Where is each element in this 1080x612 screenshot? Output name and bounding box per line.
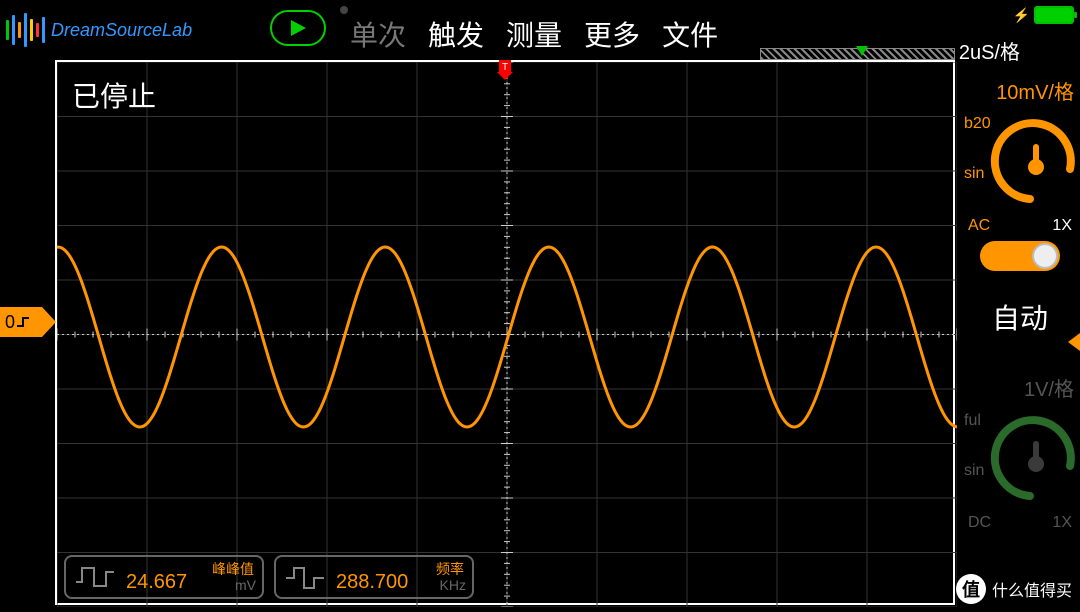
- top-menu: 单次触发测量更多文件: [350, 14, 718, 54]
- top-bar: DreamSourceLab 单次触发测量更多文件 ⚡ 2uS/格: [0, 0, 1080, 60]
- logo-bars: [6, 13, 45, 47]
- watermark-text: 什么值得买: [992, 577, 1072, 601]
- channel-toggle[interactable]: [980, 241, 1060, 271]
- status-dot-icon: [340, 6, 348, 14]
- meas-unit: KHz: [440, 577, 466, 593]
- meas-unit: mV: [235, 577, 256, 593]
- ch2-wave-label: sin: [964, 456, 984, 486]
- toggle-thumb: [1032, 243, 1058, 269]
- brand-name: DreamSourceLab: [51, 20, 192, 41]
- menu-item-2[interactable]: 测量: [506, 14, 562, 54]
- menu-item-3[interactable]: 更多: [584, 14, 640, 54]
- timebase-label: 2uS/格: [959, 36, 1020, 65]
- watermark-badge: 值: [956, 574, 986, 604]
- edge-icon: [15, 314, 37, 330]
- waveform-canvas: [57, 62, 957, 607]
- ch2-section: 1V/格 ful sin DC 1X: [960, 373, 1080, 532]
- run-status-label: 已停止: [72, 75, 156, 115]
- meas-title: 峰峰值: [212, 559, 254, 579]
- ch1-coupling-row[interactable]: AC 1X: [960, 217, 1080, 235]
- freq-icon: [282, 562, 326, 592]
- ch2-volt-per-div[interactable]: 1V/格: [960, 373, 1080, 402]
- ch2-coupling: DC: [968, 514, 991, 532]
- meas-title: 频率: [436, 559, 464, 579]
- vpp-icon: [72, 562, 116, 592]
- brand-logo: DreamSourceLab: [6, 13, 192, 47]
- measurement-bar: 峰峰值 24.667 mV 频率 288.700 KHz: [64, 555, 474, 599]
- battery-status: ⚡: [1013, 6, 1074, 24]
- measurement-box-0[interactable]: 峰峰值 24.667 mV: [64, 555, 264, 599]
- auto-button[interactable]: 自动: [960, 297, 1080, 337]
- meas-value: 24.667: [126, 571, 187, 594]
- run-stop-button[interactable]: [270, 10, 326, 46]
- trigger-level-marker[interactable]: [1066, 330, 1080, 354]
- chevron-right-icon: [42, 307, 58, 337]
- menu-item-1[interactable]: 触发: [428, 14, 484, 54]
- measurement-box-1[interactable]: 频率 288.700 KHz: [274, 555, 474, 599]
- meas-value: 288.700: [336, 571, 408, 594]
- ch1-coupling: AC: [968, 217, 990, 235]
- menu-item-4[interactable]: 文件: [662, 14, 718, 54]
- ch1-wave-label: sin: [964, 159, 991, 189]
- right-panel: 10mV/格 b20 sin AC 1X 自动 1V/格 ful sin: [960, 62, 1080, 610]
- power-plug-icon: ⚡: [1013, 7, 1030, 24]
- ch2-multiplier: 1X: [1052, 514, 1072, 532]
- ch2-knob[interactable]: ful sin: [960, 406, 1080, 506]
- battery-icon: [1034, 6, 1074, 24]
- ch1-bw-label: b20: [964, 109, 991, 139]
- oscilloscope-display[interactable]: [55, 60, 955, 605]
- trigger-label: T: [502, 62, 508, 73]
- menu-item-0[interactable]: 单次: [350, 14, 406, 54]
- play-icon: [288, 18, 308, 38]
- channel-zero-marker[interactable]: 0: [0, 307, 58, 337]
- watermark: 值 什么值得买: [956, 574, 1072, 604]
- ch1-multiplier: 1X: [1052, 217, 1072, 235]
- ch2-bw-label: ful: [964, 406, 984, 436]
- ch2-coupling-row[interactable]: DC 1X: [960, 514, 1080, 532]
- trigger-position-marker[interactable]: T: [493, 60, 517, 85]
- channel-zero-label: 0: [5, 312, 15, 333]
- ch1-volt-per-div[interactable]: 10mV/格: [960, 76, 1080, 105]
- ch1-knob[interactable]: b20 sin: [960, 109, 1080, 209]
